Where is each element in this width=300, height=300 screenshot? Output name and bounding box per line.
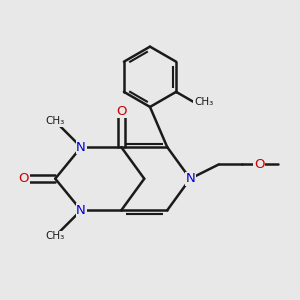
Text: O: O bbox=[254, 158, 264, 171]
Text: CH₃: CH₃ bbox=[46, 231, 65, 241]
Text: N: N bbox=[185, 172, 195, 185]
Text: O: O bbox=[18, 172, 29, 185]
Text: CH₃: CH₃ bbox=[46, 116, 65, 126]
Text: O: O bbox=[116, 105, 127, 118]
Text: CH₃: CH₃ bbox=[194, 97, 213, 107]
Text: N: N bbox=[76, 141, 86, 154]
Text: N: N bbox=[76, 204, 86, 217]
